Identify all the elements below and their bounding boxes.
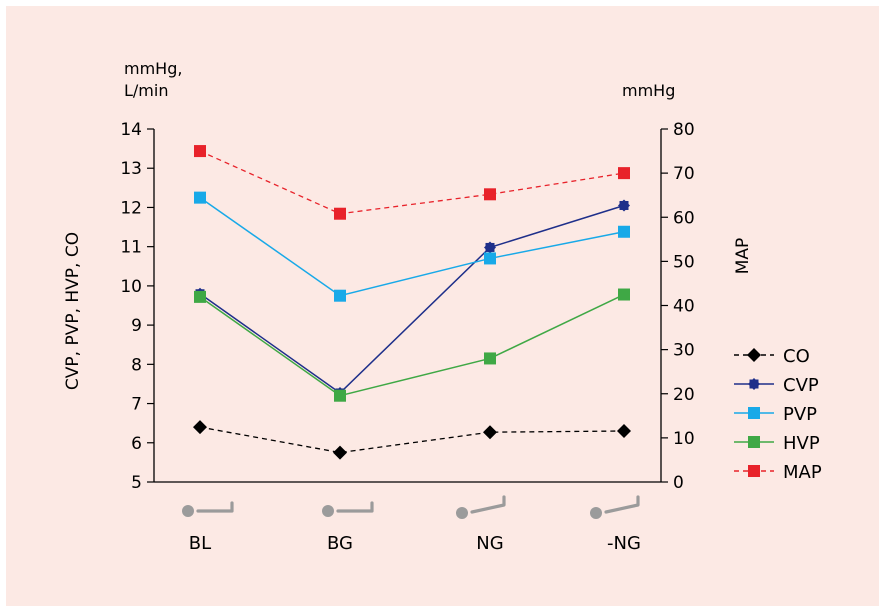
legend-item-co: CO	[734, 346, 810, 367]
legend-marker-hvp	[748, 436, 760, 448]
legend-marker-cvp-core	[749, 379, 759, 389]
head-circle	[456, 507, 468, 519]
right-tick-label: 40	[673, 297, 695, 317]
series-line-co	[199, 426, 625, 454]
data-point-hvp-0	[194, 290, 206, 303]
series-map	[194, 145, 630, 220]
series-layer	[193, 145, 631, 460]
data-point-map-0	[194, 145, 206, 158]
tilted-position-icon	[456, 495, 506, 519]
data-point-pvp-0	[194, 191, 206, 204]
series-line-hvp	[199, 293, 625, 397]
left-unit-line1: mmHg,	[124, 59, 182, 78]
head-circle	[590, 507, 602, 519]
tilted-position-icon	[590, 495, 640, 519]
left-tick-label: 12	[120, 198, 142, 218]
legend-label-cvp: CVP	[783, 375, 819, 396]
x-category-label: BG	[327, 533, 353, 554]
right-tick-label: 60	[673, 208, 695, 228]
data-point-hvp-1	[334, 389, 346, 402]
right-tick-label: 0	[673, 473, 684, 493]
series-line-map	[199, 150, 625, 215]
right-tick-label: 70	[673, 164, 695, 184]
legend-marker-map	[748, 465, 760, 477]
data-point-hvp-3	[618, 288, 630, 301]
left-tick-label: 6	[131, 434, 142, 454]
x-category-label: -NG	[607, 533, 641, 554]
table-shape	[196, 501, 234, 513]
legend-label-hvp: HVP	[783, 433, 820, 454]
legend-item-pvp: PVP	[734, 404, 817, 425]
legend-label-map: MAP	[783, 462, 822, 483]
data-point-co-3	[617, 424, 631, 439]
legend: CO CVP PVP HVP MAP	[734, 346, 822, 483]
data-point-cvp-2-core	[485, 242, 495, 252]
series-line-pvp	[199, 197, 625, 297]
x-category-label: BL	[189, 533, 211, 554]
left-axis-label: CVP, PVP, HVP, CO	[63, 232, 83, 390]
data-point-co-2	[483, 425, 497, 440]
legend-marker-co	[747, 348, 761, 362]
flat-position-icon	[182, 501, 234, 517]
right-unit: mmHg	[622, 81, 675, 100]
right-tick-label: 20	[673, 385, 695, 405]
left-tick-label: 14	[120, 120, 142, 140]
data-point-cvp-3-core	[619, 200, 629, 210]
table-shape	[336, 501, 374, 513]
data-point-pvp-1	[334, 289, 346, 302]
data-point-map-1	[334, 207, 346, 220]
left-tick-label: 5	[131, 473, 142, 493]
legend-item-cvp: CVP	[734, 375, 819, 396]
left-tick-label: 13	[120, 159, 142, 179]
series-co	[193, 420, 631, 460]
series-cvp	[194, 199, 630, 399]
legend-label-co: CO	[783, 346, 810, 367]
head-circle	[322, 505, 334, 517]
data-point-map-3	[618, 167, 630, 180]
left-tick-label: 10	[120, 277, 142, 297]
data-point-co-1	[333, 445, 347, 460]
legend-item-map: MAP	[734, 462, 822, 483]
data-point-pvp-3	[618, 225, 630, 238]
table-shape	[470, 495, 506, 514]
data-point-map-2	[484, 188, 496, 201]
right-tick-label: 30	[673, 341, 695, 361]
table-shape	[604, 495, 640, 514]
right-tick-label: 10	[673, 429, 695, 449]
data-point-co-0	[193, 420, 207, 435]
legend-marker-pvp	[748, 407, 760, 419]
data-point-pvp-2	[484, 252, 496, 265]
right-tick-label: 80	[673, 120, 695, 140]
line-chart: mmHg, L/min mmHg CVP, PVP, HVP, CO MAP 5…	[63, 59, 822, 554]
right-axis-label: MAP	[733, 238, 753, 275]
x-category-label: NG	[476, 533, 503, 554]
axes: 5 6 7 8 9 10 11 12 13 14 0 10 20 30 40 50 60 70 80	[120, 120, 694, 493]
left-unit-line2: L/min	[124, 81, 168, 100]
series-pvp	[194, 191, 630, 302]
left-tick-label: 11	[120, 238, 142, 258]
series-hvp	[194, 288, 630, 402]
left-tick-label: 7	[131, 395, 142, 415]
x-categories: BL BG NG -NG	[182, 495, 641, 554]
flat-position-icon	[322, 501, 374, 517]
series-line-cvp	[199, 204, 625, 394]
legend-item-hvp: HVP	[734, 433, 820, 454]
left-tick-label: 9	[131, 316, 142, 336]
left-tick-label: 8	[131, 355, 142, 375]
figure-panel: mmHg, L/min mmHg CVP, PVP, HVP, CO MAP 5…	[6, 6, 879, 606]
right-tick-label: 50	[673, 252, 695, 272]
data-point-hvp-2	[484, 352, 496, 365]
legend-label-pvp: PVP	[783, 404, 817, 425]
head-circle	[182, 505, 194, 517]
